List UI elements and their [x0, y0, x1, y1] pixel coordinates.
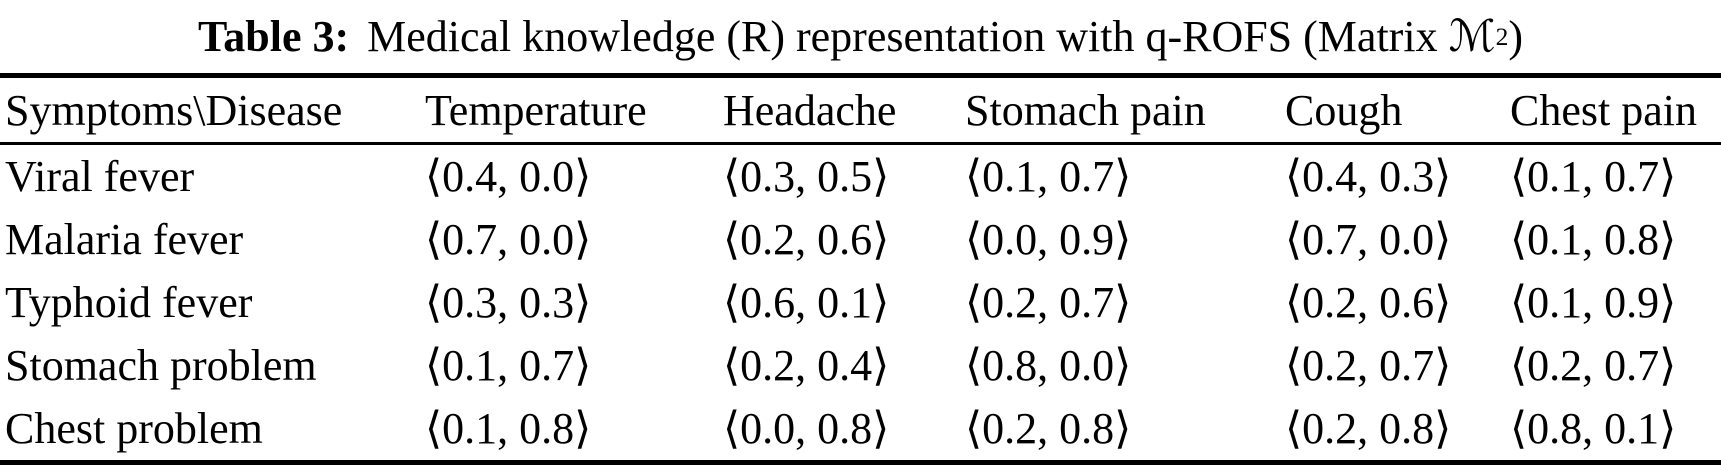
table-cell: ⟨0.8, 0.0⟩: [965, 341, 1132, 390]
table-row-stomach-problem: Stomach problem ⟨0.1, 0.7⟩ ⟨0.2, 0.4⟩ ⟨0…: [0, 334, 1721, 397]
table-cell: ⟨0.2, 0.8⟩: [965, 404, 1132, 453]
table-cell: ⟨0.1, 0.9⟩: [1510, 278, 1677, 327]
table-cell: ⟨0.2, 0.7⟩: [965, 278, 1132, 327]
table-row-chest-problem: Chest problem ⟨0.1, 0.8⟩ ⟨0.0, 0.8⟩ ⟨0.2…: [0, 397, 1721, 463]
column-header-cough: Cough: [1280, 75, 1505, 145]
table-cell: ⟨0.6, 0.1⟩: [723, 278, 890, 327]
table-row-viral-fever: Viral fever ⟨0.4, 0.0⟩ ⟨0.3, 0.5⟩ ⟨0.1, …: [0, 144, 1721, 209]
table-cell: ⟨0.3, 0.3⟩: [425, 278, 592, 327]
table-cell: ⟨0.2, 0.7⟩: [1285, 341, 1452, 390]
column-header-headache: Headache: [718, 75, 960, 145]
medical-knowledge-table: Symptoms\Disease Temperature Headache St…: [0, 73, 1721, 465]
column-header-stomach-pain: Stomach pain: [960, 75, 1280, 145]
row-header: Stomach problem: [5, 341, 317, 390]
header-row: Symptoms\Disease Temperature Headache St…: [0, 75, 1721, 145]
row-header: Viral fever: [5, 152, 195, 201]
table-cell: ⟨0.4, 0.0⟩: [425, 152, 592, 201]
table-cell: ⟨0.8, 0.1⟩: [1510, 404, 1677, 453]
column-header-chest-pain: Chest pain: [1505, 75, 1721, 145]
column-header-symptoms-disease: Symptoms\Disease: [0, 75, 420, 145]
table-cell: ⟨0.1, 0.7⟩: [1510, 152, 1677, 201]
table-cell: ⟨0.1, 0.7⟩: [965, 152, 1132, 201]
table-cell: ⟨0.7, 0.0⟩: [1285, 215, 1452, 264]
table-caption-text: Medical knowledge (R) representation wit…: [367, 11, 1438, 61]
table-cell: ⟨0.2, 0.6⟩: [723, 215, 890, 264]
table-cell: ⟨0.4, 0.3⟩: [1285, 152, 1452, 201]
table-cell: ⟨0.2, 0.6⟩: [1285, 278, 1452, 327]
caption-close-paren: ): [1508, 11, 1524, 61]
table-caption: Table 3: Medical knowledge (R) represent…: [197, 11, 1524, 61]
table-cell: ⟨0.1, 0.8⟩: [425, 404, 592, 453]
table-cell: ⟨0.0, 0.9⟩: [965, 215, 1132, 264]
table-cell: ⟨0.2, 0.8⟩: [1285, 404, 1452, 453]
row-header: Typhoid fever: [5, 278, 253, 327]
column-header-temperature: Temperature: [420, 75, 718, 145]
table-cell: ⟨0.2, 0.4⟩: [723, 341, 890, 390]
table-cell: ⟨0.0, 0.8⟩: [723, 404, 890, 453]
table-cell: ⟨0.7, 0.0⟩: [425, 215, 592, 264]
table-caption-label: Table 3:: [197, 11, 350, 61]
table-cell: ⟨0.2, 0.7⟩: [1510, 341, 1677, 390]
row-header: Chest problem: [5, 404, 263, 453]
table-cell: ⟨0.3, 0.5⟩: [723, 152, 890, 201]
row-header: Malaria fever: [5, 215, 244, 264]
table-cell: ⟨0.1, 0.8⟩: [1510, 215, 1677, 264]
table-row-malaria-fever: Malaria fever ⟨0.7, 0.0⟩ ⟨0.2, 0.6⟩ ⟨0.0…: [0, 208, 1721, 271]
matrix-symbol: ℳ: [1448, 11, 1496, 61]
table-row-typhoid-fever: Typhoid fever ⟨0.3, 0.3⟩ ⟨0.6, 0.1⟩ ⟨0.2…: [0, 271, 1721, 334]
table-cell: ⟨0.1, 0.7⟩: [425, 341, 592, 390]
